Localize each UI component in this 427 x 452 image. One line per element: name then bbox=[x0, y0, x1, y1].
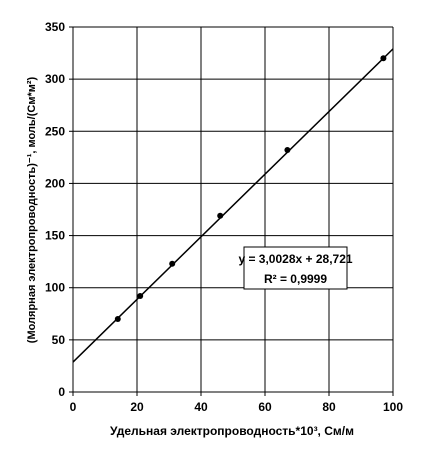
y-tick-label: 350 bbox=[45, 20, 65, 34]
annotation-box: y = 3,0028x + 28,721 R² = 0,9999 bbox=[238, 246, 353, 290]
x-tick-label: 80 bbox=[322, 400, 336, 414]
y-tick-label: 250 bbox=[45, 124, 65, 138]
x-tick-label: 0 bbox=[70, 400, 77, 414]
data-point bbox=[137, 293, 144, 300]
data-point bbox=[217, 212, 224, 219]
x-tick-label: 20 bbox=[130, 400, 144, 414]
y-tick-label: 100 bbox=[45, 281, 65, 295]
annotation-frame bbox=[243, 246, 348, 290]
data-points bbox=[114, 55, 387, 322]
data-point bbox=[380, 55, 387, 62]
y-tick-label: 0 bbox=[58, 385, 65, 399]
axes bbox=[69, 26, 394, 396]
trendline-layer bbox=[72, 48, 394, 363]
y-tick-label: 50 bbox=[52, 333, 66, 347]
r-squared-label: R² = 0,9999 bbox=[264, 272, 327, 286]
y-tick-label: 200 bbox=[45, 176, 65, 190]
equation-label: y = 3,0028x + 28,721 bbox=[238, 252, 352, 266]
y-axis-title: (Молярная электропроводность)⁻¹, моль/(С… bbox=[26, 76, 38, 343]
data-point bbox=[284, 147, 291, 154]
data-point bbox=[169, 260, 176, 267]
trendline bbox=[72, 48, 394, 363]
y-tick-label: 300 bbox=[45, 72, 65, 86]
x-tick-label: 60 bbox=[258, 400, 272, 414]
grid bbox=[73, 26, 394, 392]
x-axis-title: Удельная электропроводность*10³, См/м bbox=[110, 424, 354, 438]
x-tick-label: 100 bbox=[383, 400, 403, 414]
tick-labels: 0 20 40 60 80 100 0 50 100 150 200 250 300 350 bbox=[45, 20, 403, 414]
x-tick-label: 40 bbox=[194, 400, 208, 414]
y-tick-label: 150 bbox=[45, 229, 65, 243]
data-point bbox=[114, 316, 121, 322]
